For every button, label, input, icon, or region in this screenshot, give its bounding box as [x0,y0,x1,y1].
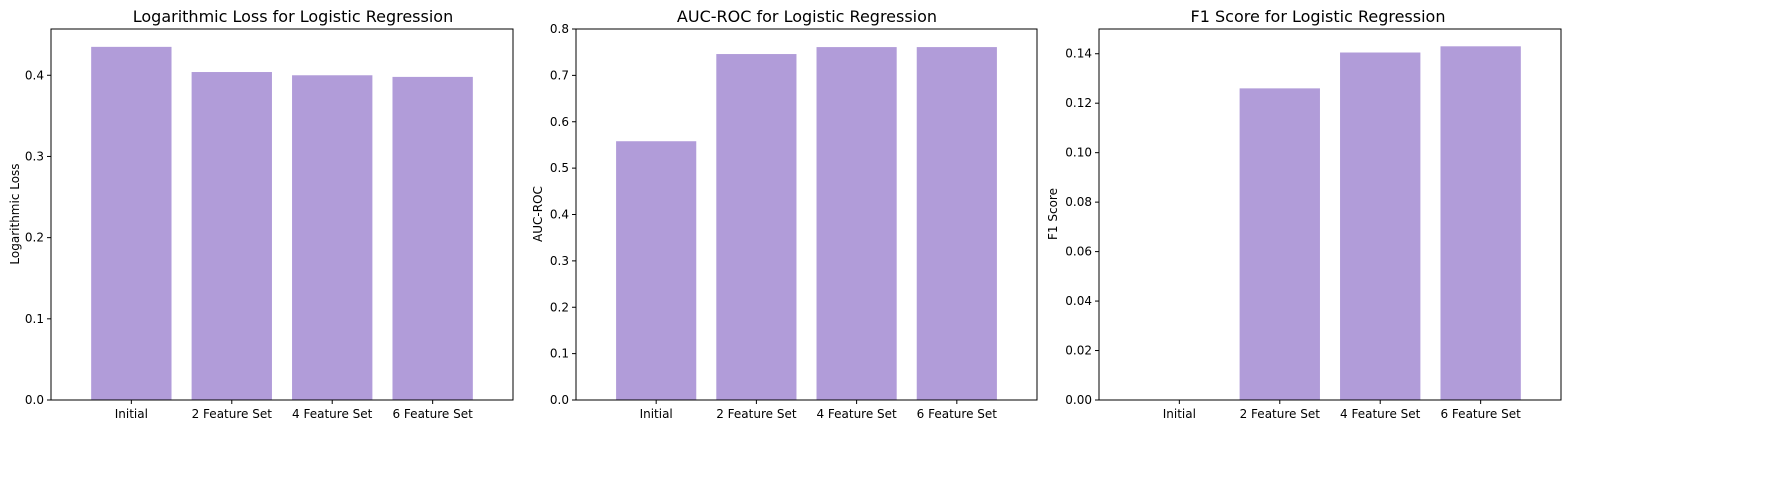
x-tick-label: Initial [1163,407,1196,421]
bars [1239,46,1521,401]
y-tick-label: 0.10 [1065,146,1092,160]
x-tick-label: 6 Feature Set [392,407,473,421]
plot-frame [1098,28,1562,401]
x-tick-label: 2 Feature Set [192,407,273,421]
bar-4-feature-set [816,47,897,401]
y-tick-label: 0.8 [550,22,569,36]
bar-2-feature-set [191,72,272,400]
y-tick-label: 0.4 [550,208,569,222]
y-tick-label: 0.06 [1065,245,1092,259]
y-tick-label: 0.0 [25,393,44,407]
y-tick-label: 0.3 [550,254,569,268]
bar-4-feature-set [1340,52,1421,400]
y-tick-label: 0.04 [1065,294,1092,308]
chart-title: Logarithmic Loss for Logistic Regression [133,7,453,26]
y-tick-label: 0.12 [1065,96,1092,110]
y-tick-label: 0.2 [550,300,569,314]
x-tick-label: 6 Feature Set [1440,407,1521,421]
chart-panel-auc-roc: AUC-ROC for Logistic Regression AUC-ROC … [531,7,1038,421]
y-tick-label: 0.6 [550,115,569,129]
chart-title: AUC-ROC for Logistic Regression [677,7,937,26]
bars [91,46,473,401]
plot-frame [50,28,514,401]
y-tick-label: 0.1 [25,312,44,326]
bar-6-feature-set [1440,46,1521,401]
bar-2-feature-set [716,54,797,400]
y-tick-label: 0.3 [25,149,44,163]
y-tick-label: 0.00 [1065,393,1092,407]
y-axis-label: F1 Score [1046,188,1060,240]
x-tick-label: 2 Feature Set [1240,407,1321,421]
bar-initial [91,46,172,401]
y-tick-label: 0.7 [550,68,569,82]
x-tick-label: Initial [640,407,673,421]
chart-panel-f1-score: F1 Score for Logistic Regression F1 Scor… [1046,7,1562,421]
y-ticks: 0.0 0.1 0.2 0.3 0.4 0.5 0.6 0.7 0.8 [550,22,576,407]
y-tick-label: 0.1 [550,347,569,361]
bar-2-feature-set [1239,88,1320,401]
chart-title: F1 Score for Logistic Regression [1191,7,1446,26]
x-tick-label: 4 Feature Set [816,407,897,421]
x-tick-label: Initial [115,407,148,421]
y-ticks: 0.00 0.02 0.04 0.06 0.08 0.10 0.12 0.14 [1065,47,1099,407]
x-ticks: Initial 2 Feature Set 4 Feature Set 6 Featu… [115,400,473,421]
bar-initial [616,141,697,401]
chart-panel-log-loss: Logarithmic Loss for Logistic Regression… [8,7,514,421]
bar-4-feature-set [292,75,373,401]
plot-frame [575,28,1038,401]
y-tick-label: 0.08 [1065,195,1092,209]
y-axis-label: AUC-ROC [531,186,545,242]
x-ticks: Initial 2 Feature Set 4 Feature Set 6 Featu… [640,400,998,421]
x-tick-label: 2 Feature Set [716,407,797,421]
y-tick-label: 0.5 [550,161,569,175]
x-ticks: Initial 2 Feature Set 4 Feature Set 6 Featu… [1163,400,1521,421]
bar-6-feature-set [392,76,473,401]
y-tick-label: 0.0 [550,393,569,407]
x-tick-label: 6 Feature Set [917,407,998,421]
y-tick-label: 0.2 [25,231,44,245]
y-ticks: 0.0 0.1 0.2 0.3 0.4 [25,68,51,407]
y-axis-label: Logarithmic Loss [8,163,22,264]
y-tick-label: 0.4 [25,68,44,82]
bars [616,47,997,401]
x-tick-label: 4 Feature Set [292,407,373,421]
x-tick-label: 4 Feature Set [1340,407,1421,421]
y-tick-label: 0.14 [1065,47,1092,61]
bar-6-feature-set [916,47,997,401]
y-tick-label: 0.02 [1065,344,1092,358]
